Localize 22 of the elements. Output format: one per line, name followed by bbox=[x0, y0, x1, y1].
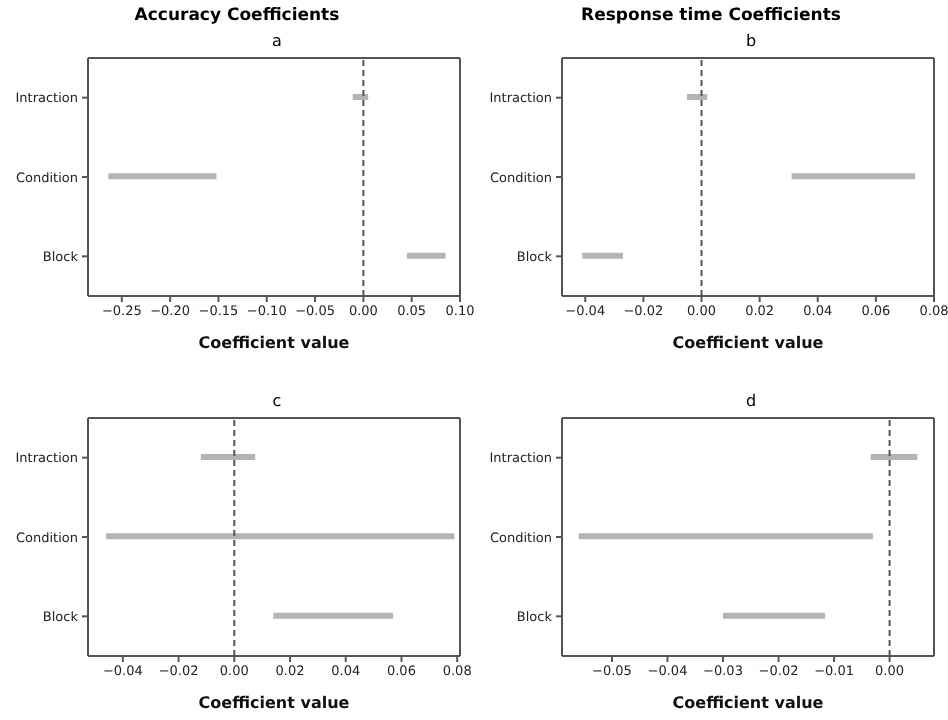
x-axis-title: Coefficient value bbox=[198, 694, 351, 712]
chart-subtitle: a bbox=[272, 32, 282, 50]
chart-title: Response time Coefficients bbox=[581, 6, 841, 26]
bar bbox=[108, 173, 217, 180]
chart-subtitle: d bbox=[745, 392, 757, 410]
bar bbox=[106, 533, 455, 540]
bar bbox=[200, 454, 256, 460]
bar bbox=[406, 252, 446, 259]
bar bbox=[723, 612, 826, 619]
x-axis-title: Coefficient value bbox=[672, 694, 825, 712]
bar bbox=[582, 252, 624, 259]
bar bbox=[352, 94, 369, 100]
x-axis-title: Coefficient value bbox=[198, 334, 351, 352]
x-axis-title: Coefficient value bbox=[672, 334, 825, 352]
chart-subtitle: c bbox=[272, 392, 282, 410]
bar bbox=[791, 173, 916, 180]
bar bbox=[870, 454, 918, 460]
bar bbox=[273, 612, 394, 619]
bar bbox=[686, 94, 708, 100]
chart-subtitle: b bbox=[745, 32, 757, 50]
bar bbox=[578, 533, 873, 540]
chart-title: Accuracy Coefficients bbox=[134, 6, 340, 26]
